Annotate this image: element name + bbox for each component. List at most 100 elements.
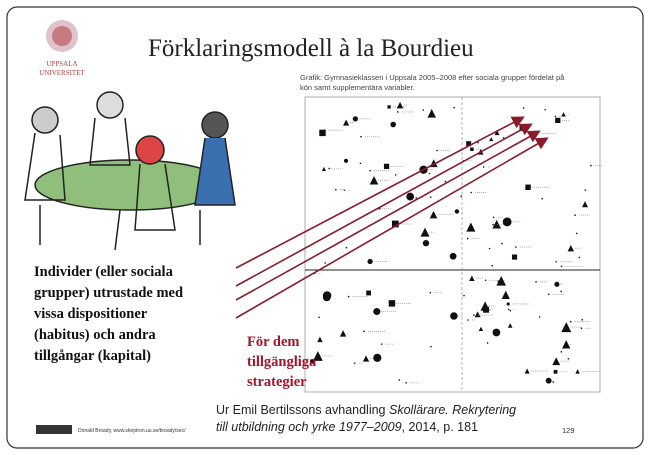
plot-dot [470, 147, 473, 150]
plot-dot [539, 316, 541, 318]
plot-dot [470, 192, 472, 194]
plot-dot [554, 370, 558, 374]
plot-dot [366, 291, 371, 296]
plot [305, 97, 603, 392]
plot-dot [515, 246, 517, 248]
plot-dot [360, 163, 362, 165]
plot-dot [415, 197, 417, 199]
plot-dot [455, 209, 459, 213]
plot-dot [367, 259, 372, 264]
description: vissa dispositioner [34, 306, 148, 322]
plot-dot [546, 378, 552, 384]
plot-dot [523, 107, 525, 109]
figure-caption: kön samt supplementära variabler. [300, 83, 415, 92]
plot-dot [491, 265, 493, 267]
plot-dot [373, 354, 381, 362]
plot-dot [501, 243, 503, 245]
plot-dot [585, 189, 587, 191]
plot-dot [346, 247, 348, 249]
plot-dot [467, 319, 469, 321]
plot-dot [430, 292, 432, 294]
plot-dot [429, 173, 431, 175]
plot-dot [510, 310, 512, 312]
plot-dot [473, 314, 475, 316]
plot-dot [460, 195, 462, 197]
plot-dot [405, 382, 407, 384]
plot-dot [554, 282, 559, 287]
page-number: 129 [562, 426, 575, 435]
footer-logo [36, 425, 72, 434]
figure-caption: Grafik: Gymnasieklassen i Uppsala 2005–2… [300, 73, 565, 82]
citation-title: till utbildning och yrke 1977–2009 [216, 420, 402, 434]
plot-dot [525, 185, 530, 190]
plot-dot [507, 302, 510, 305]
plot-dot [369, 170, 371, 172]
logo-text: UNIVERSITET [39, 69, 85, 77]
plot-dot [581, 327, 583, 329]
plot-dot [576, 233, 578, 235]
plot-dot [590, 165, 592, 167]
plot-dot [445, 181, 447, 183]
plot-dot [436, 150, 438, 152]
plot-dot [561, 351, 563, 353]
plot-dot [487, 342, 489, 344]
plot-dot [555, 116, 557, 118]
strategies: strategier [247, 374, 307, 390]
plot-dot [450, 312, 458, 320]
plot-dot [348, 296, 350, 298]
slide-title: Förklaringsmodell à la Bourdieu [148, 35, 474, 62]
citation-suffix: , 2014, p. 181 [402, 420, 479, 434]
plot-dot [406, 193, 414, 201]
plot-dot [373, 308, 380, 315]
plot-dot [381, 343, 383, 345]
description: (habitus) och andra [34, 327, 156, 343]
plot-dot [555, 118, 560, 123]
plot-dot [389, 300, 395, 306]
plot-dot [548, 294, 550, 296]
plot-dot [324, 262, 326, 264]
plot-dot [560, 291, 562, 293]
footer-credit: Donald Broady, www.skeptron.uu.se/broady… [78, 428, 186, 434]
plot-dot [319, 130, 325, 136]
plot-dot [463, 295, 465, 297]
plot-dot [360, 136, 362, 138]
plot-dot [384, 164, 389, 169]
plot-dot [568, 358, 570, 360]
plot-dot [508, 309, 510, 311]
plot-dot [430, 196, 432, 198]
plot-dot [430, 346, 432, 348]
plot-dot [541, 198, 543, 200]
citation-prefix: Ur Emil Bertilssons avhandling [216, 403, 389, 417]
plot-dot [422, 109, 424, 111]
description: grupper) utrustade med [34, 285, 183, 301]
plot-dot [387, 105, 390, 108]
plot-dot [485, 279, 487, 281]
citation: till utbildning och yrke 1977–2009, 2014… [216, 420, 478, 434]
slide: UPPSALA UNIVERSITET Förklaringsmodell à … [0, 0, 650, 455]
plot-dot [492, 224, 494, 226]
plot-dot [335, 189, 337, 191]
strategies: För dem [247, 334, 300, 350]
plot-dot [535, 281, 537, 283]
plot-dot [574, 214, 576, 216]
plot-dot [395, 174, 397, 176]
plot-dot [344, 159, 348, 163]
plot-dot [453, 107, 455, 109]
plot-dot [423, 240, 429, 246]
plot-dot [323, 294, 331, 302]
plot-dot [493, 216, 495, 218]
plot-dot [450, 253, 457, 260]
plot-dot [397, 111, 399, 113]
plot-dot [354, 362, 356, 364]
plot-dot [555, 261, 557, 263]
description: tillgångar (kapital) [34, 348, 151, 364]
plot-dot [492, 329, 500, 337]
citation-title: Skollärare. Rekrytering [389, 403, 516, 417]
logo-text: UPPSALA [46, 60, 77, 68]
plot-dot [318, 317, 320, 319]
plot-dot [579, 257, 581, 259]
citation: Ur Emil Bertilssons avhandling Skollärar… [216, 403, 516, 417]
plot-dot [561, 266, 563, 268]
plot-dot [363, 331, 365, 333]
strategies: tillgängliga [247, 354, 317, 370]
